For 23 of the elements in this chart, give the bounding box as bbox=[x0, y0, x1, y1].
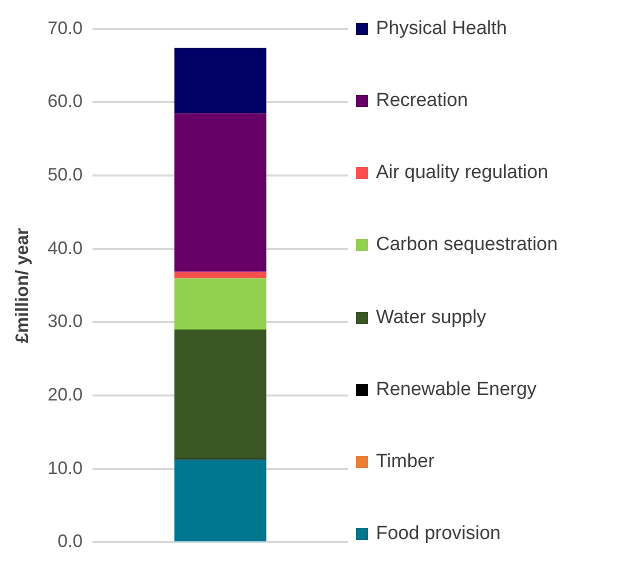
y-tick-label: 70.0 bbox=[48, 18, 83, 38]
legend-label: Physical Health bbox=[376, 18, 507, 40]
y-tick-label: 50.0 bbox=[48, 164, 83, 184]
y-tick-label: 0.0 bbox=[58, 531, 83, 552]
y-tick-label: 10.0 bbox=[48, 458, 83, 478]
y-tick-label: 30.0 bbox=[48, 311, 83, 332]
legend-label: Water supply bbox=[376, 306, 486, 329]
legend-label: Recreation bbox=[376, 90, 468, 112]
y-tick-label: 20.0 bbox=[48, 384, 83, 404]
bar bbox=[174, 113, 266, 272]
bar bbox=[174, 272, 266, 278]
legend-label: Air quality regulation bbox=[376, 162, 548, 184]
y-tick-label: 40.0 bbox=[48, 238, 83, 258]
legend-label: Carbon sequestration bbox=[376, 234, 558, 256]
bar bbox=[174, 278, 266, 330]
y-tick-label: 60.0 bbox=[48, 91, 83, 112]
legend-label: Timber bbox=[376, 450, 434, 473]
legend-label: Food provision bbox=[376, 522, 501, 545]
legend-label: Renewable Energy bbox=[376, 378, 537, 401]
bar bbox=[174, 48, 266, 114]
bar bbox=[174, 459, 266, 542]
bar bbox=[174, 330, 266, 459]
y-axis-title: £million/ year bbox=[12, 228, 32, 344]
